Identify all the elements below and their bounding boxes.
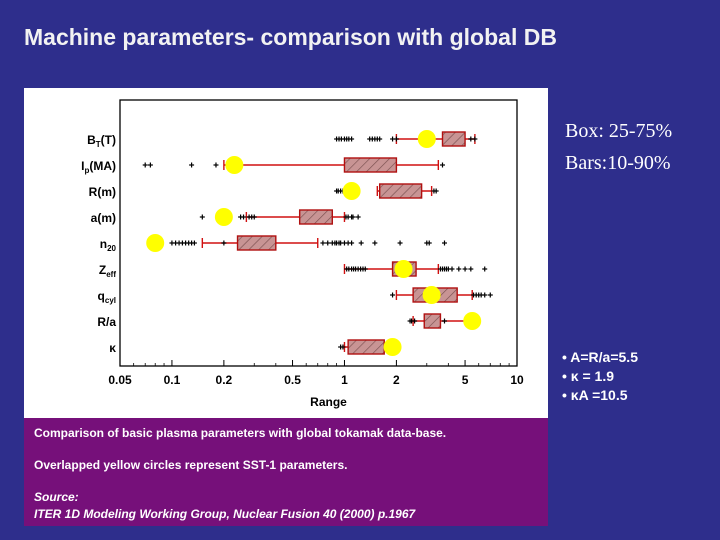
row-label: BT(T) bbox=[87, 133, 116, 149]
data-row bbox=[390, 286, 493, 304]
caption-line-1: Comparison of basic plasma parameters wi… bbox=[34, 426, 447, 440]
legend-note-bars: Bars:10-90% bbox=[565, 152, 671, 174]
sst1-marker bbox=[422, 286, 441, 304]
chart-panel: 0.05 0.1 0.2 0.5 1 2 5 10 Range BT(T) Ip(MA) R(m) a(… bbox=[24, 88, 548, 418]
x-tick-label: 5 bbox=[462, 373, 469, 387]
data-row bbox=[146, 234, 447, 252]
caption-line-2: Overlapped yellow circles represent SST-… bbox=[34, 458, 348, 472]
sst1-marker bbox=[146, 234, 165, 252]
sst1-marker bbox=[383, 338, 402, 356]
row-label: R/a bbox=[97, 315, 116, 329]
data-row bbox=[142, 156, 446, 174]
data-row bbox=[407, 312, 482, 330]
row-label: qcyl bbox=[98, 289, 116, 305]
fact-elongation-aspect: • κA =10.5 bbox=[562, 387, 628, 403]
caption-source-label: Source: bbox=[34, 490, 79, 504]
sst1-marker bbox=[214, 208, 233, 226]
iqr-box bbox=[378, 183, 423, 199]
slide-title: Machine parameters- comparison with glob… bbox=[24, 24, 557, 50]
x-tick-label: 2 bbox=[393, 373, 400, 387]
x-axis-label: Range bbox=[310, 395, 347, 409]
x-tick-label: 0.2 bbox=[216, 373, 233, 387]
sst1-marker bbox=[394, 260, 413, 278]
row-label: κ bbox=[109, 341, 116, 355]
row-label: n20 bbox=[100, 237, 117, 253]
row-label: a(m) bbox=[91, 211, 116, 225]
data-row bbox=[334, 130, 478, 148]
row-label: Ip(MA) bbox=[81, 159, 116, 175]
iqr-box bbox=[423, 313, 442, 329]
x-tick-label: 10 bbox=[510, 373, 524, 387]
iqr-box bbox=[298, 209, 333, 225]
plot-frame bbox=[119, 99, 518, 367]
iqr-box bbox=[343, 157, 398, 173]
boxplot-chart: 0.05 0.1 0.2 0.5 1 2 5 10 Range BT(T) Ip(MA) R(m) a(… bbox=[81, 99, 524, 409]
iqr-box bbox=[347, 339, 385, 355]
sst1-marker bbox=[417, 130, 436, 148]
caption-source-citation: ITER 1D Modeling Working Group, Nuclear … bbox=[34, 507, 416, 521]
fact-elongation: • κ = 1.9 bbox=[562, 368, 615, 384]
sst1-marker bbox=[225, 156, 244, 174]
iqr-box bbox=[441, 131, 466, 147]
x-tick-label: 0.1 bbox=[164, 373, 181, 387]
sst1-marker bbox=[342, 182, 361, 200]
x-tick-label: 1 bbox=[341, 373, 348, 387]
fact-aspect-ratio: • A=R/a=5.5 bbox=[562, 349, 638, 365]
data-row bbox=[199, 208, 361, 226]
data-row bbox=[338, 338, 402, 356]
legend-note-box: Box: 25-75% bbox=[565, 120, 673, 142]
x-tick-label: 0.05 bbox=[108, 373, 132, 387]
data-row bbox=[343, 260, 488, 278]
facts-list: • A=R/a=5.5 • κ = 1.9 • κA =10.5 bbox=[562, 348, 638, 405]
iqr-box bbox=[236, 235, 277, 251]
row-label: R(m) bbox=[89, 185, 116, 199]
caption-panel: Comparison of basic plasma parameters wi… bbox=[24, 418, 548, 526]
data-row bbox=[334, 182, 439, 200]
sst1-marker bbox=[463, 312, 482, 330]
x-tick-label: 0.5 bbox=[284, 373, 301, 387]
row-label: Zeff bbox=[99, 263, 116, 279]
